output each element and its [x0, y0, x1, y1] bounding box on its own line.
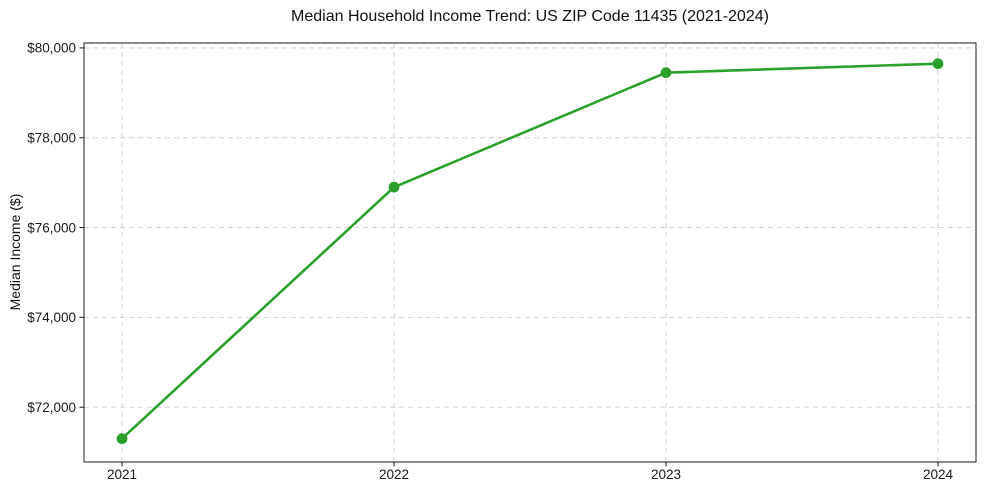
chart-title: Median Household Income Trend: US ZIP Co…	[291, 8, 769, 25]
x-tick-label: 2023	[651, 467, 681, 482]
data-point-2021	[116, 433, 128, 445]
data-point-2022	[388, 181, 400, 193]
y-tick-label: $78,000	[27, 130, 76, 145]
y-tick-label: $76,000	[27, 220, 76, 235]
data-point-2024	[932, 58, 944, 70]
y-tick-label: $72,000	[27, 400, 76, 415]
x-tick-label: 2021	[107, 467, 137, 482]
data-point-2023	[660, 67, 672, 79]
y-tick-label: $74,000	[27, 310, 76, 325]
y-tick-label: $80,000	[27, 41, 76, 56]
x-tick-label: 2024	[923, 467, 954, 482]
plot-border	[83, 42, 977, 463]
trend-line	[120, 62, 940, 440]
x-tick-label: 2022	[379, 467, 409, 482]
